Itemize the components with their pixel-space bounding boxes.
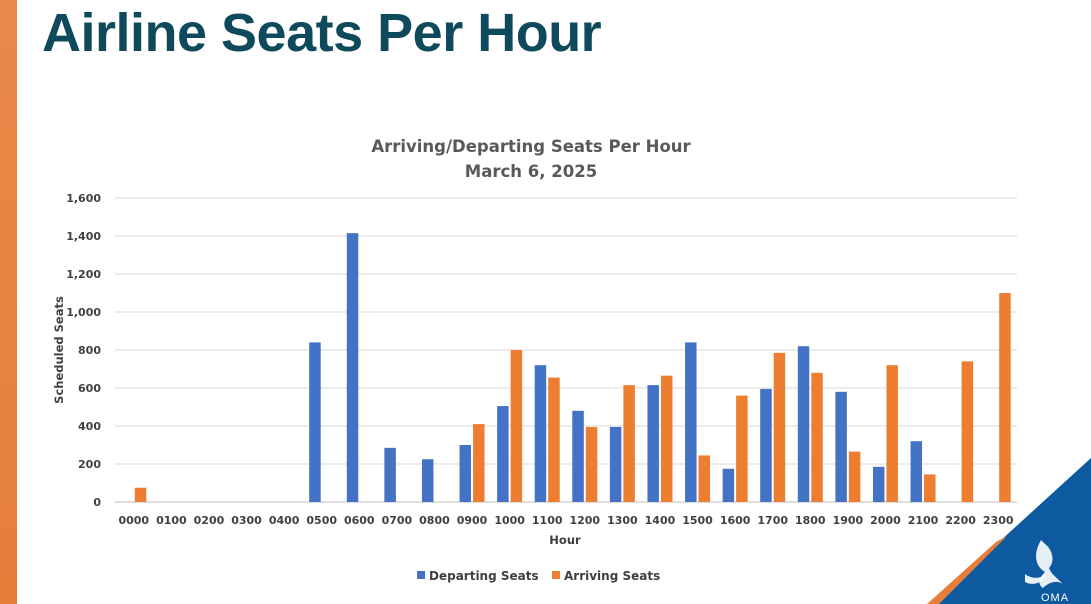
y-tick-label: 600 <box>78 382 101 395</box>
bar-departing <box>609 426 622 502</box>
bar-departing <box>421 459 434 502</box>
chart-subtitle: March 6, 2025 <box>465 162 597 181</box>
y-tick-label: 1,200 <box>66 268 101 281</box>
bar-departing <box>872 466 885 502</box>
y-axis-ticks: 0 200 400 600 800 1,000 1,200 1,400 1,600 <box>66 192 101 509</box>
bar-departing <box>685 342 697 502</box>
legend-swatch-departing <box>417 571 425 579</box>
bar-departing <box>797 346 810 502</box>
legend-label-arriving: Arriving Seats <box>564 569 660 583</box>
bar-departing <box>346 233 359 502</box>
bar-arriving <box>924 474 936 502</box>
y-tick-label: 0 <box>93 496 101 509</box>
bar-arriving <box>961 361 974 502</box>
x-tick-label: 2000 <box>870 514 901 527</box>
bar-departing <box>497 406 509 502</box>
x-tick-label: 0200 <box>194 514 225 527</box>
bar-arriving <box>548 377 560 502</box>
x-tick-label: 1100 <box>532 514 563 527</box>
bar-arriving <box>736 395 748 502</box>
bar-arriving <box>999 293 1011 502</box>
x-tick-label: 1700 <box>757 514 788 527</box>
bar-arriving <box>811 372 823 502</box>
bar-departing <box>760 388 772 502</box>
bar-arriving <box>134 487 147 502</box>
x-tick-label: 0700 <box>382 514 413 527</box>
bar-arriving <box>510 350 523 502</box>
x-tick-label: 0300 <box>231 514 262 527</box>
x-tick-label: 0500 <box>306 514 337 527</box>
bar-arriving <box>773 352 786 502</box>
bar-departing <box>572 410 584 502</box>
x-tick-label: 1000 <box>494 514 525 527</box>
x-tick-label: 1800 <box>795 514 826 527</box>
bar-departing <box>309 342 321 502</box>
y-tick-label: 1,600 <box>66 192 101 205</box>
bar-arriving <box>660 375 673 502</box>
x-tick-label: 1300 <box>607 514 638 527</box>
corner-orange-stripe <box>927 536 1007 604</box>
x-tick-label: 2100 <box>908 514 939 527</box>
x-tick-label: 1900 <box>833 514 864 527</box>
x-axis-label: Hour <box>549 533 581 547</box>
x-tick-label: 0900 <box>457 514 488 527</box>
bar-departing <box>647 385 659 502</box>
bar-departing <box>384 447 396 502</box>
bar-departing <box>722 468 735 502</box>
bar-arriving <box>698 455 711 502</box>
y-tick-label: 800 <box>78 344 101 357</box>
legend-label-departing: Departing Seats <box>429 569 539 583</box>
x-tick-label: 1400 <box>645 514 676 527</box>
chart-title: Arriving/Departing Seats Per Hour <box>371 137 691 156</box>
y-axis-label: Scheduled Seats <box>52 296 66 404</box>
slide-title: Airline Seats Per Hour <box>42 3 602 63</box>
bar-arriving <box>585 426 598 502</box>
bar-arriving <box>848 451 861 502</box>
bars <box>134 233 1011 502</box>
y-tick-label: 400 <box>78 420 101 433</box>
x-tick-label: 1200 <box>569 514 600 527</box>
corner-logo-block: OMA <box>927 458 1091 604</box>
bar-arriving <box>623 385 635 502</box>
bar-departing <box>534 365 547 502</box>
y-tick-label: 1,000 <box>66 306 101 319</box>
bar-departing <box>459 445 472 502</box>
x-tick-label: 2300 <box>983 514 1014 527</box>
x-tick-label: 0100 <box>156 514 187 527</box>
x-tick-label: 0400 <box>269 514 300 527</box>
left-accent-bar <box>0 0 17 604</box>
oma-logo-icon <box>1025 540 1063 588</box>
bar-arriving <box>886 365 898 502</box>
logo-text: OMA <box>1041 592 1069 604</box>
y-tick-label: 1,400 <box>66 230 101 243</box>
bar-departing <box>910 441 923 502</box>
x-tick-label: 1500 <box>682 514 713 527</box>
bar-arriving <box>473 424 485 502</box>
x-tick-label: 2200 <box>945 514 976 527</box>
gridlines <box>115 197 1017 503</box>
legend: Departing Seats Arriving Seats <box>417 569 660 583</box>
bar-departing <box>835 391 847 502</box>
x-tick-label: 0600 <box>344 514 375 527</box>
legend-swatch-arriving <box>552 571 560 579</box>
x-tick-label: 0800 <box>419 514 450 527</box>
x-tick-label: 0000 <box>118 514 149 527</box>
y-tick-label: 200 <box>78 458 101 471</box>
x-tick-label: 1600 <box>720 514 751 527</box>
x-axis-ticks: 0000 0100 0200 0300 0400 0500 0600 0700 0800 0900… <box>118 514 1013 527</box>
